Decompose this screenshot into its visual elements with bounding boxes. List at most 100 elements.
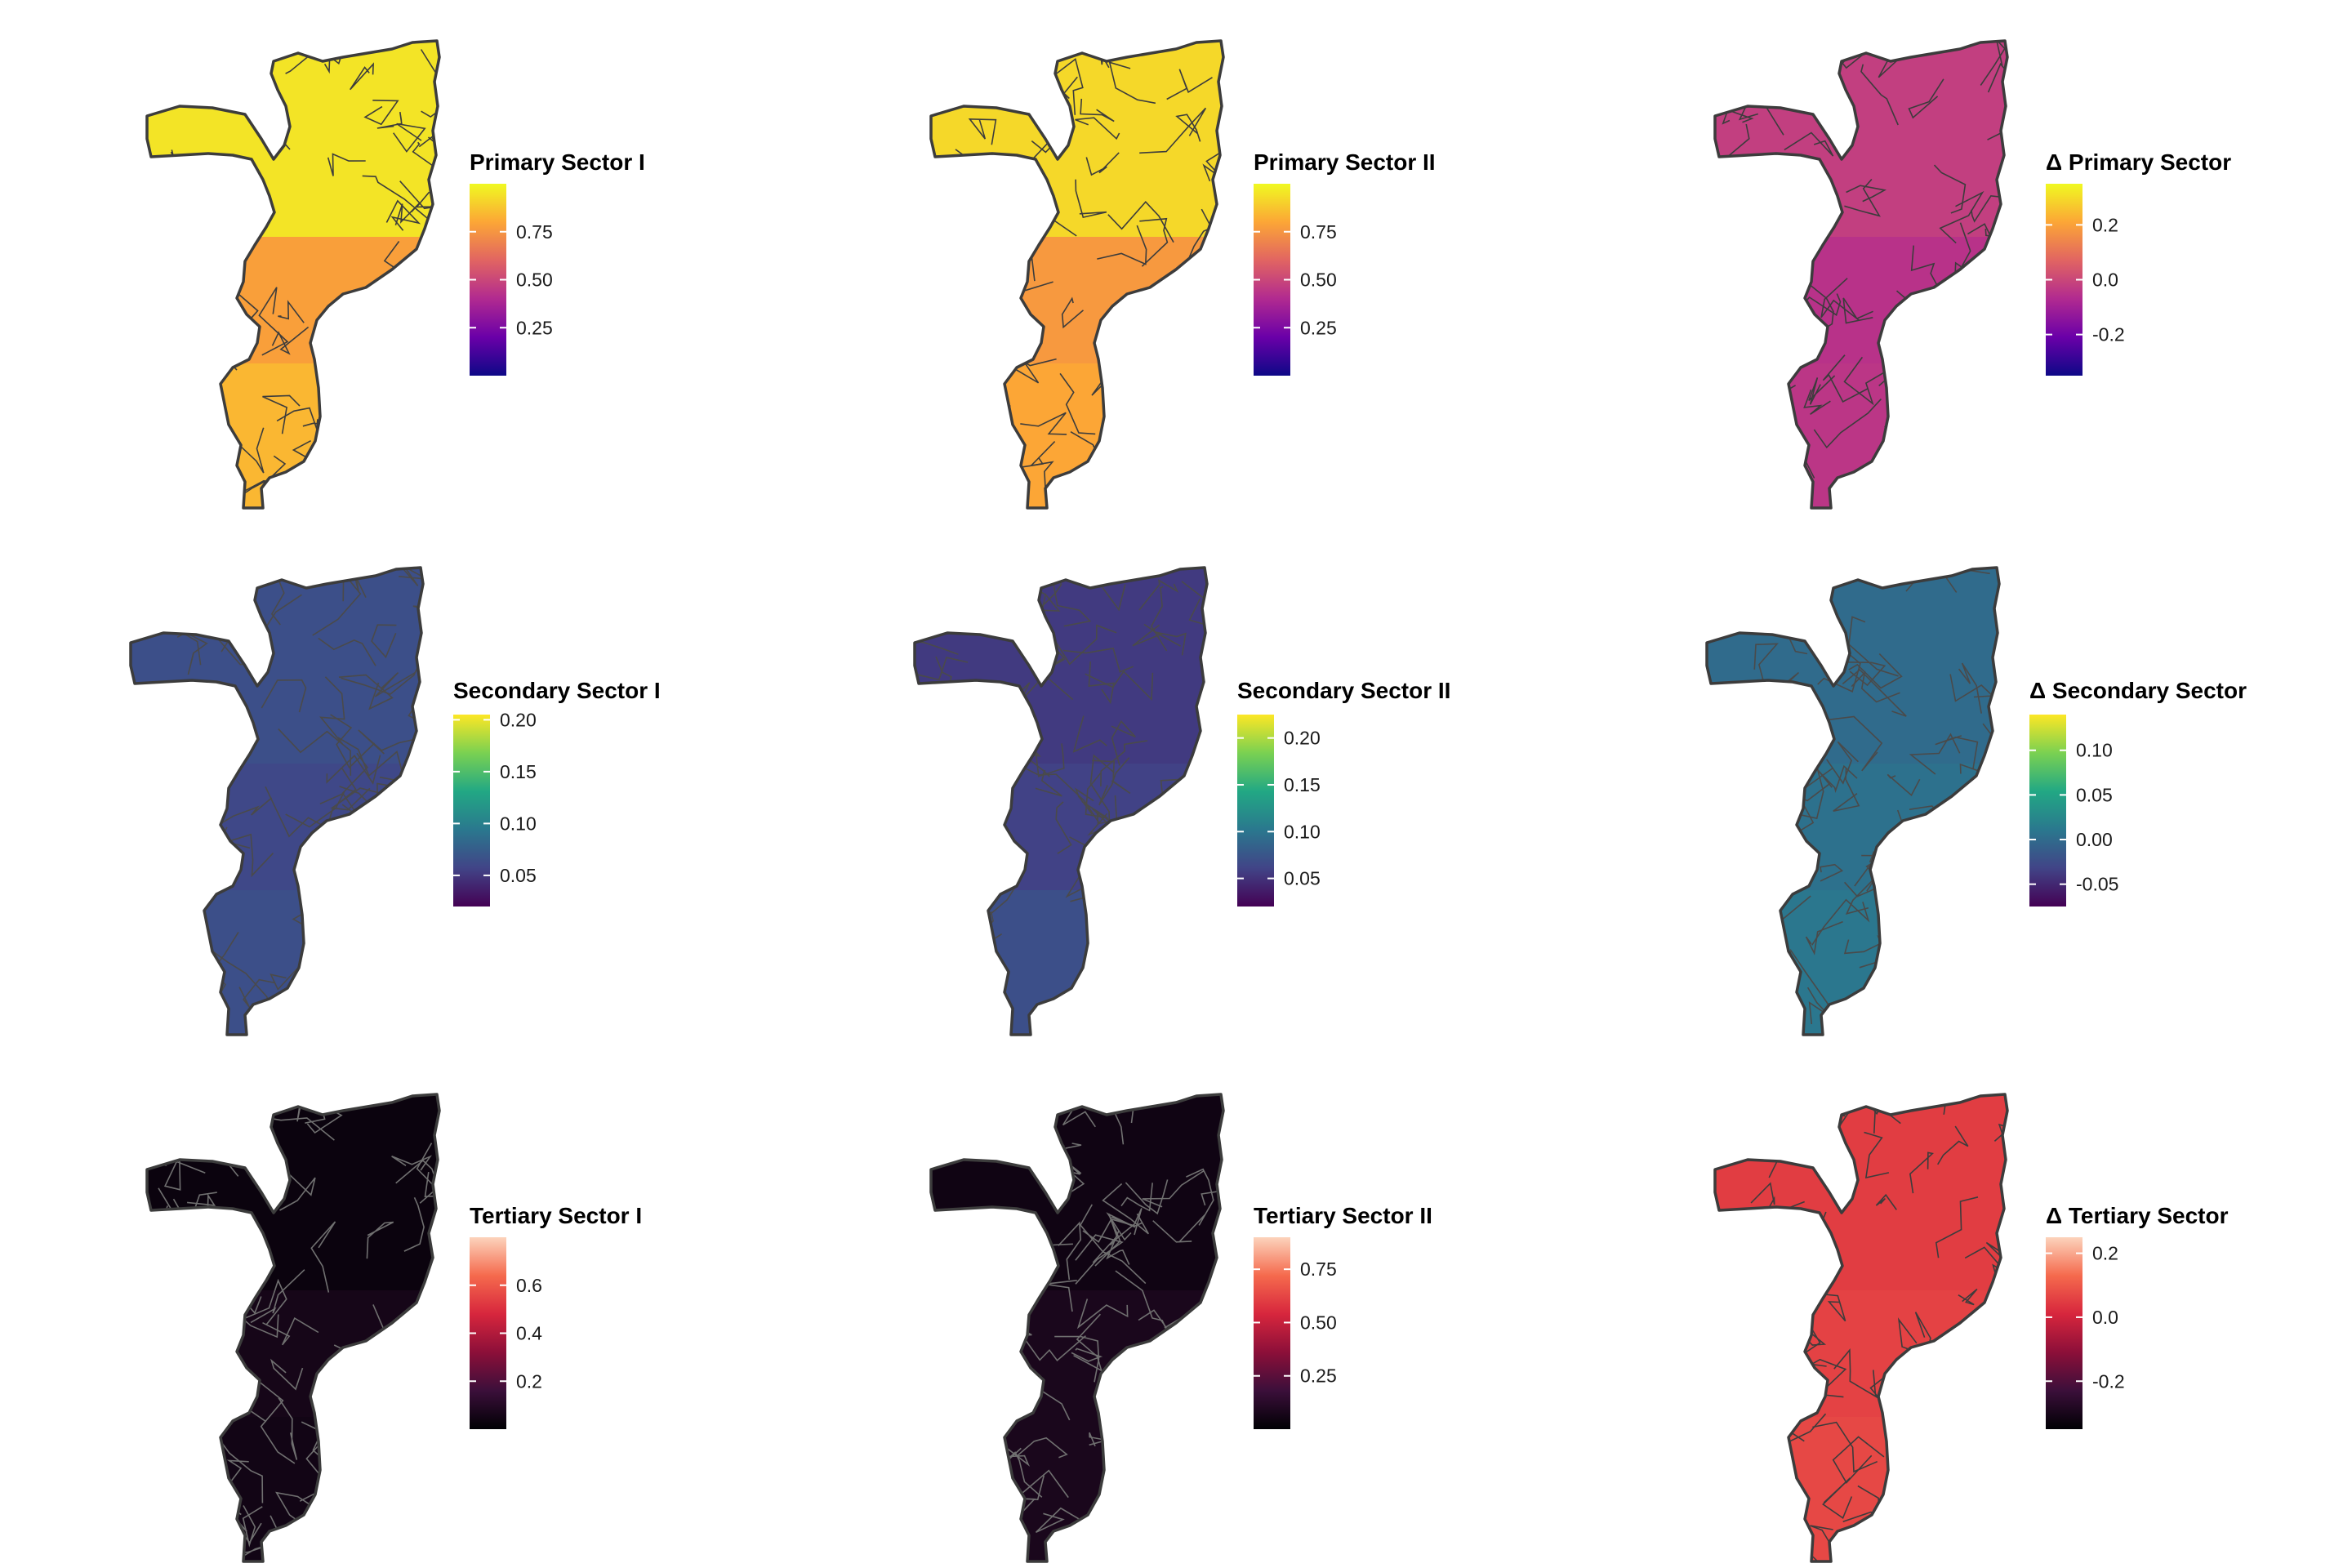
- region-north: [931, 1094, 1223, 1290]
- colorbar-legend: Δ Tertiary Sector -0.2 0.0 0.2: [2046, 1203, 2229, 1429]
- colorbar: [1237, 715, 1274, 906]
- region-south: [131, 890, 423, 1035]
- legend-title: Primary Sector II: [1254, 149, 1436, 175]
- region-center: [1715, 1290, 2007, 1417]
- region-north: [1715, 1094, 2007, 1290]
- mozambique-map: [929, 1093, 1225, 1563]
- colorbar-legend: Secondary Sector I 0.05 0.10 0.15 0.20: [453, 678, 661, 906]
- colorbar: [2029, 715, 2066, 906]
- colorbar-tick-label: 0.15: [500, 761, 537, 782]
- colorbar-legend: Δ Secondary Sector -0.05 0.00 0.05 0.10: [2029, 678, 2247, 906]
- region-center: [1707, 764, 1999, 890]
- colorbar-tick-label: 0.00: [2076, 829, 2113, 850]
- colorbar-legend: Tertiary Sector II 0.25 0.50 0.75: [1254, 1203, 1432, 1429]
- mozambique-map: [1713, 39, 2009, 510]
- legend-title: Δ Primary Sector: [2046, 149, 2231, 175]
- region-north: [147, 1094, 439, 1290]
- colorbar-tick-label: 0.10: [2076, 740, 2113, 761]
- colorbar-tick-label: 0.0: [2092, 1307, 2118, 1328]
- map-panel: Tertiary Sector I 0.2 0.4 0.6: [145, 1093, 642, 1563]
- country-border: [929, 1093, 1225, 1563]
- region-north: [915, 568, 1207, 764]
- map-panel: Primary Sector II 0.25 0.50 0.75: [929, 39, 1436, 510]
- map-panel: Δ Tertiary Sector -0.2 0.0 0.2: [1713, 1093, 2229, 1563]
- country-border: [1705, 566, 2001, 1036]
- colorbar-tick-label: 0.05: [1284, 868, 1321, 889]
- colorbar-tick-label: 0.25: [516, 317, 553, 338]
- region-south: [147, 1417, 439, 1561]
- country-border: [1713, 39, 2009, 510]
- colorbar-tick-label: 0.10: [500, 813, 537, 834]
- country-border: [145, 1093, 441, 1563]
- legend-title: Secondary Sector II: [1237, 678, 1450, 703]
- mozambique-map: [1705, 566, 2001, 1036]
- legend-title: Primary Sector I: [470, 149, 645, 175]
- region-south: [931, 363, 1223, 508]
- country-border: [129, 566, 425, 1036]
- colorbar-tick-label: 0.0: [2092, 270, 2118, 291]
- legend-title: Δ Tertiary Sector: [2046, 1203, 2229, 1228]
- region-south: [931, 1417, 1223, 1561]
- colorbar-legend: Primary Sector II 0.25 0.50 0.75: [1254, 149, 1436, 376]
- legend-title: Secondary Sector I: [453, 678, 661, 703]
- colorbar-legend: Δ Primary Sector -0.2 0.0 0.2: [2046, 149, 2231, 376]
- map-panel: Δ Secondary Sector -0.05 0.00 0.05 0.10: [1705, 566, 2247, 1036]
- country-border: [1713, 1093, 2009, 1563]
- colorbar-legend: Tertiary Sector I 0.2 0.4 0.6: [470, 1203, 642, 1429]
- colorbar-tick-label: 0.25: [1300, 317, 1337, 338]
- region-south: [915, 890, 1207, 1035]
- colorbar-tick-label: 0.2: [2092, 214, 2118, 235]
- region-south: [1715, 363, 2007, 508]
- map-panel: Secondary Sector II 0.05 0.10 0.15 0.20: [913, 566, 1450, 1036]
- colorbar-tick-label: 0.50: [1300, 270, 1337, 291]
- colorbar-tick-label: 0.2: [516, 1370, 542, 1392]
- colorbar: [1254, 1237, 1290, 1429]
- colorbar: [453, 715, 490, 906]
- colorbar-tick-label: 0.75: [1300, 221, 1337, 243]
- colorbar-tick-label: 0.75: [1300, 1258, 1337, 1280]
- region-center: [931, 237, 1223, 363]
- region-center: [131, 764, 423, 890]
- colorbar-tick-label: -0.05: [2076, 874, 2118, 895]
- mozambique-map: [129, 566, 425, 1036]
- colorbar-tick-label: 0.75: [516, 221, 553, 243]
- country-border: [929, 39, 1225, 510]
- region-south: [147, 363, 439, 508]
- legend-title: Tertiary Sector II: [1254, 1203, 1432, 1228]
- region-north: [1715, 41, 2007, 237]
- colorbar-tick-label: 0.50: [1300, 1312, 1337, 1333]
- map-panel: Tertiary Sector II 0.25 0.50 0.75: [929, 1093, 1432, 1563]
- mozambique-map: [145, 39, 441, 510]
- colorbar-tick-label: 0.05: [2076, 784, 2113, 805]
- colorbar-tick-label: 0.25: [1300, 1365, 1337, 1387]
- mozambique-map: [929, 39, 1225, 510]
- colorbar-tick-label: 0.4: [516, 1323, 542, 1344]
- colorbar-tick-label: 0.50: [516, 270, 553, 291]
- legend-title: Δ Secondary Sector: [2029, 678, 2247, 703]
- colorbar-tick-label: 0.20: [1284, 728, 1321, 749]
- colorbar: [2046, 1237, 2082, 1429]
- colorbar-legend: Secondary Sector II 0.05 0.10 0.15 0.20: [1237, 678, 1450, 906]
- mozambique-map: [913, 566, 1209, 1036]
- colorbar-tick-label: 0.20: [500, 709, 537, 730]
- map-panel: Secondary Sector I 0.05 0.10 0.15 0.20: [129, 566, 661, 1036]
- country-border: [913, 566, 1209, 1036]
- region-center: [931, 1290, 1223, 1417]
- region-center: [1715, 237, 2007, 363]
- region-north: [931, 41, 1223, 237]
- mozambique-map: [145, 1093, 441, 1563]
- map-panel: Δ Primary Sector -0.2 0.0 0.2: [1713, 39, 2231, 510]
- region-center: [147, 1290, 439, 1417]
- colorbar-tick-label: -0.2: [2092, 324, 2125, 345]
- colorbar-tick-label: -0.2: [2092, 1370, 2125, 1392]
- colorbar-tick-label: 0.10: [1284, 821, 1321, 842]
- mozambique-map: [1713, 1093, 2009, 1563]
- region-center: [915, 764, 1207, 890]
- colorbar-tick-label: 0.6: [516, 1275, 542, 1296]
- region-south: [1707, 890, 1999, 1035]
- colorbar-legend: Primary Sector I 0.25 0.50 0.75: [470, 149, 645, 376]
- legend-title: Tertiary Sector I: [470, 1203, 642, 1228]
- region-center: [147, 237, 439, 363]
- colorbar-tick-label: 0.05: [500, 865, 537, 886]
